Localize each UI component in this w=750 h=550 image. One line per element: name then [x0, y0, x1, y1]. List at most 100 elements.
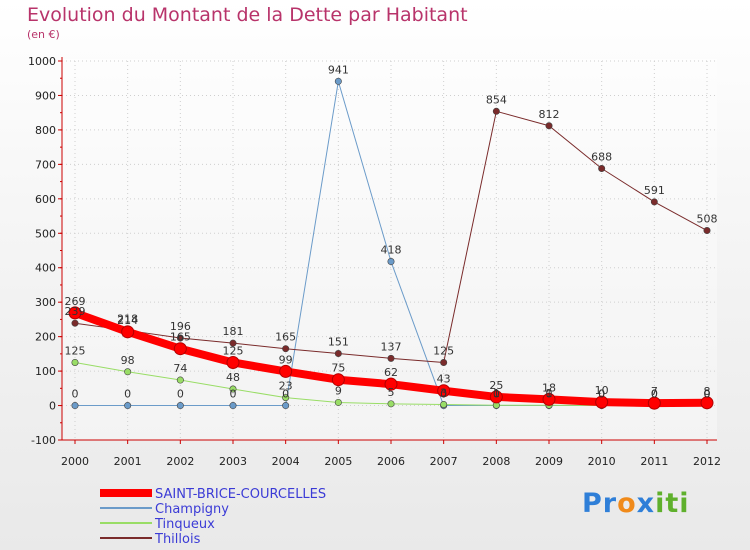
- data-point-saint-brice-courcelles: [68, 306, 82, 320]
- y-tick-label: 400: [35, 262, 56, 275]
- x-tick-label: 2011: [640, 455, 668, 468]
- data-point-saint-brice-courcelles: [542, 392, 556, 406]
- data-point-tinqueux: [282, 394, 290, 402]
- x-tick-label: 2005: [324, 455, 352, 468]
- data-label-thillois: 137: [381, 340, 402, 353]
- data-label-thillois: 854: [486, 93, 507, 106]
- data-label-champigny: 0: [651, 388, 658, 401]
- data-label-tinqueux: 48: [226, 371, 240, 384]
- data-label-tinqueux: 23: [279, 380, 293, 393]
- y-tick-label: 100: [35, 365, 56, 378]
- chart-subtitle: (en €): [27, 28, 60, 41]
- y-tick-label: 900: [35, 89, 56, 102]
- data-label-champigny: 0: [124, 388, 131, 401]
- data-point-saint-brice-courcelles: [226, 355, 240, 369]
- data-label-thillois: 151: [328, 336, 349, 349]
- data-point-champigny: [176, 402, 184, 410]
- data-label-thillois: 181: [223, 325, 244, 338]
- data-point-saint-brice-courcelles: [279, 364, 293, 378]
- data-label-champigny: 0: [546, 388, 553, 401]
- x-tick-label: 2006: [377, 455, 405, 468]
- data-point-thillois: [440, 358, 448, 366]
- data-point-tinqueux: [440, 401, 448, 409]
- y-tick-label: 0: [49, 400, 56, 413]
- plot-area: [62, 59, 717, 440]
- data-label-champigny: 0: [440, 388, 447, 401]
- data-label-saint-brice-courcelles: 75: [331, 362, 345, 375]
- data-point-tinqueux: [229, 385, 237, 393]
- x-tick-label: 2010: [588, 455, 616, 468]
- data-label-saint-brice-courcelles: 125: [223, 344, 244, 357]
- data-label-thillois: 125: [433, 344, 454, 357]
- data-label-tinqueux: 3: [440, 387, 447, 400]
- data-point-saint-brice-courcelles: [384, 377, 398, 391]
- x-tick-label: 2000: [61, 455, 89, 468]
- data-label-saint-brice-courcelles: 269: [65, 295, 86, 308]
- data-label-tinqueux: 0: [598, 388, 605, 401]
- data-label-saint-brice-courcelles: 43: [437, 373, 451, 386]
- data-label-tinqueux: 74: [173, 362, 187, 375]
- data-label-saint-brice-courcelles: 99: [279, 353, 293, 366]
- data-label-saint-brice-courcelles: 214: [117, 314, 138, 327]
- data-label-thillois: 218: [117, 312, 138, 325]
- legend-label-thillois: Thillois: [154, 532, 201, 547]
- data-label-saint-brice-courcelles: 18: [542, 381, 556, 394]
- y-tick-label: 500: [35, 227, 56, 240]
- data-point-saint-brice-courcelles: [489, 390, 503, 404]
- data-label-champigny: 0: [72, 388, 79, 401]
- data-label-saint-brice-courcelles: 7: [651, 385, 658, 398]
- data-label-champigny: 0: [704, 388, 711, 401]
- data-label-thillois: 591: [644, 184, 665, 197]
- data-label-saint-brice-courcelles: 62: [384, 366, 398, 379]
- data-label-tinqueux: 125: [65, 344, 86, 357]
- data-point-tinqueux: [124, 368, 132, 376]
- data-point-tinqueux: [176, 376, 184, 384]
- data-label-thillois: 508: [697, 213, 718, 226]
- y-tick-label: 300: [35, 296, 56, 309]
- legend-label-champigny: Champigny: [155, 502, 229, 517]
- data-label-saint-brice-courcelles: 8: [704, 385, 711, 398]
- x-tick-label: 2008: [482, 455, 510, 468]
- y-tick-label: 800: [35, 124, 56, 137]
- data-point-thillois: [282, 345, 290, 353]
- data-label-champigny: 0: [493, 388, 500, 401]
- data-point-champigny: [71, 402, 79, 410]
- data-point-champigny: [229, 402, 237, 410]
- data-point-saint-brice-courcelles: [173, 342, 187, 356]
- y-tick-label: 1000: [28, 55, 56, 68]
- data-point-tinqueux: [71, 358, 79, 366]
- data-point-champigny: [124, 402, 132, 410]
- data-label-thillois: 196: [170, 320, 191, 333]
- data-label-thillois: 688: [591, 150, 612, 163]
- legend-label-tinqueux: Tinqueux: [154, 517, 215, 532]
- data-point-saint-brice-courcelles: [437, 384, 451, 398]
- x-tick-label: 2009: [535, 455, 563, 468]
- data-point-champigny: [387, 258, 395, 266]
- data-label-tinqueux: 0: [704, 388, 711, 401]
- x-tick-label: 2007: [430, 455, 458, 468]
- data-label-tinqueux: 0: [651, 388, 658, 401]
- data-point-thillois: [492, 107, 500, 115]
- data-label-tinqueux: 9: [335, 384, 342, 397]
- data-label-champigny: 418: [381, 244, 402, 257]
- data-label-tinqueux: 5: [388, 386, 395, 399]
- data-point-thillois: [598, 164, 606, 172]
- data-label-tinqueux: 1: [546, 387, 553, 400]
- data-point-tinqueux: [387, 400, 395, 408]
- x-tick-label: 2003: [219, 455, 247, 468]
- data-label-thillois: 165: [275, 331, 296, 344]
- data-point-saint-brice-courcelles: [121, 325, 135, 339]
- y-tick-label: 200: [35, 331, 56, 344]
- data-point-saint-brice-courcelles: [647, 396, 661, 410]
- data-point-champigny: [282, 402, 290, 410]
- legend-label-saint-brice-courcelles: SAINT-BRICE-COURCELLES: [155, 487, 326, 502]
- x-tick-label: 2004: [272, 455, 300, 468]
- data-label-champigny: 0: [598, 388, 605, 401]
- data-point-saint-brice-courcelles: [595, 395, 609, 409]
- data-label-champigny: 941: [328, 63, 349, 76]
- proxiti-logo: Proxiti: [582, 488, 690, 519]
- data-point-thillois: [229, 339, 237, 347]
- data-point-thillois: [176, 334, 184, 342]
- data-label-saint-brice-courcelles: 10: [595, 384, 609, 397]
